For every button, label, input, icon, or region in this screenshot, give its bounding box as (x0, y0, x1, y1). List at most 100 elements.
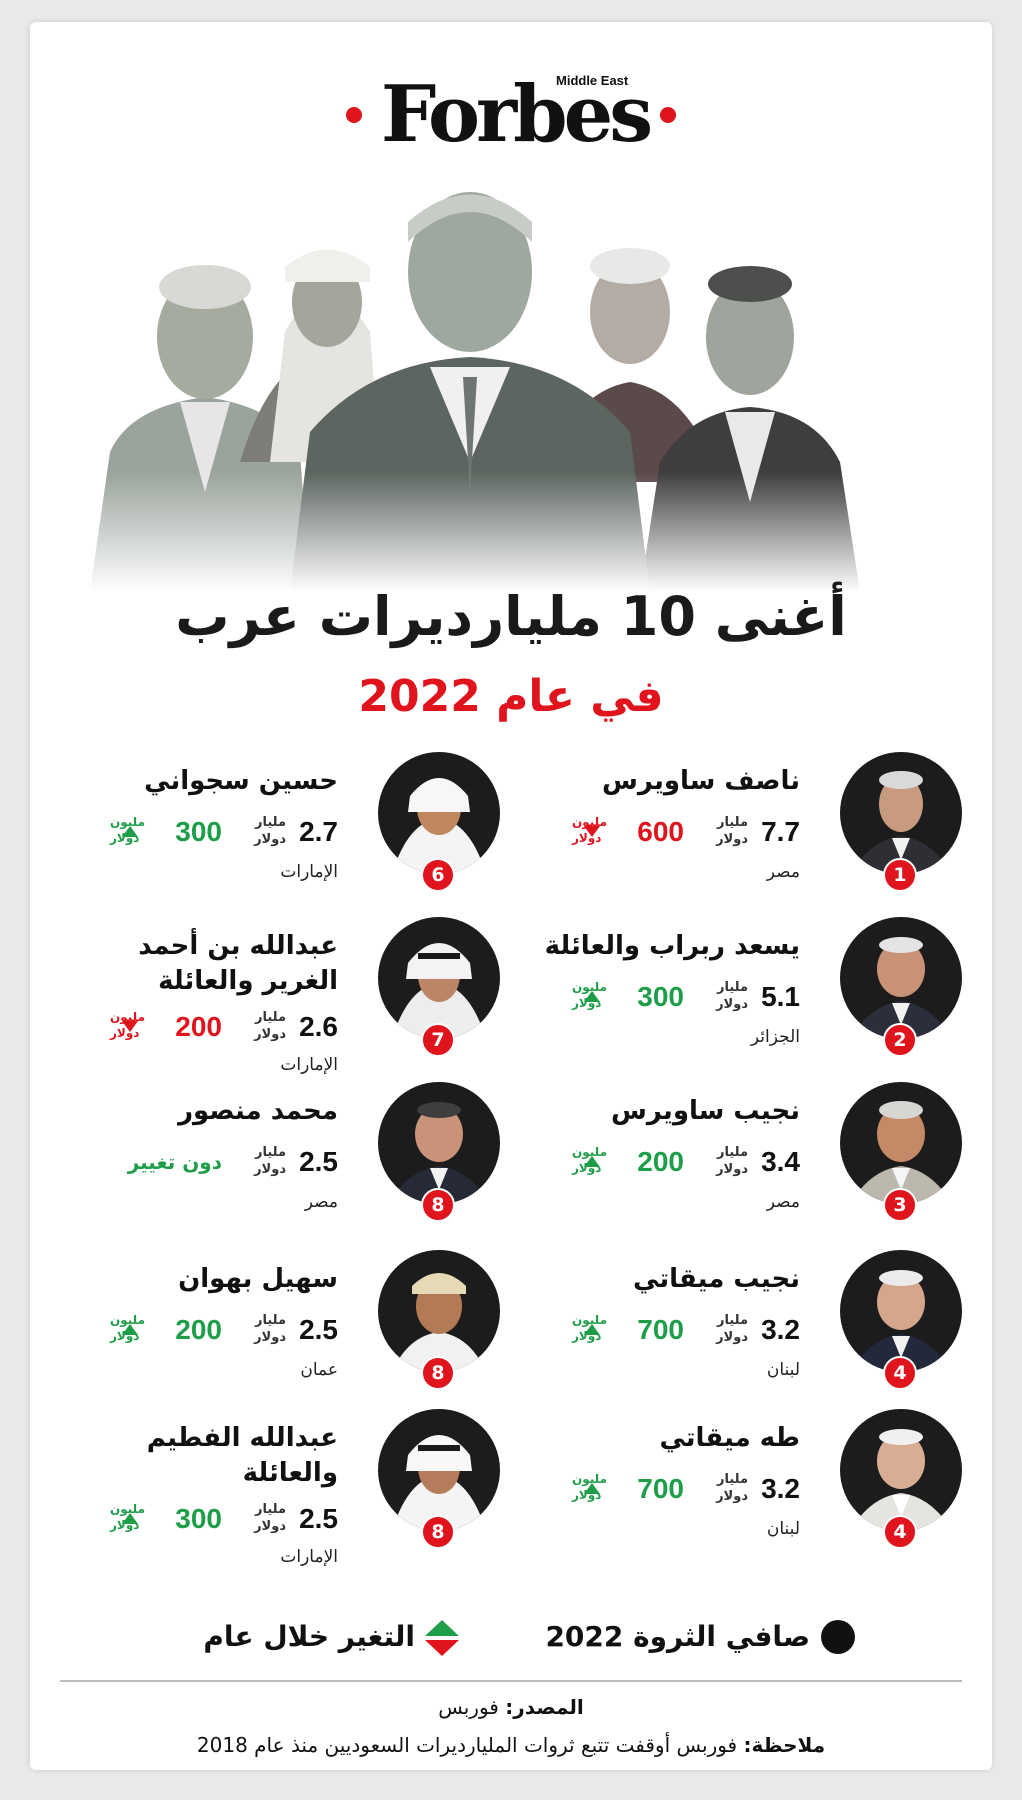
note-line: ملاحظة: فوربس أوقفت تتبع ثروات الملياردي… (196, 1733, 826, 1757)
portrait-photo (378, 1409, 500, 1531)
page-title: أغنى 10 مليارديرات عرب (175, 585, 847, 648)
wealth-stats: 2.7 مليار دولار 300 مليون دولار (30, 810, 338, 854)
change-value: 200 (637, 1146, 684, 1177)
change-value: 700 (637, 1473, 684, 1504)
country-label: مصر (766, 1192, 800, 1212)
million-usd-label: مليون دولار (572, 1472, 607, 1502)
billionaire-name: طه ميقاتي (659, 1423, 800, 1453)
arrow-up-icon (584, 1483, 600, 1494)
wealth-stats: 2.5 مليار دولار دون تغيير (30, 1140, 338, 1184)
billionaire-entry: 1 ناصف ساويرس 7.7 مليار دولار 600 مليون دو… (492, 752, 962, 907)
change-value: 600 (637, 816, 684, 847)
change-value: 300 (637, 981, 684, 1012)
no-change-label: دون تغيير (127, 1150, 222, 1174)
billionaire-name: يسعد ربراب والعائلة (544, 931, 800, 961)
rank-badge: 8 (421, 1188, 455, 1222)
change-value: 200 (175, 1314, 222, 1345)
million-usd-label: مليون دولار (110, 1010, 145, 1040)
portrait-photo (840, 1082, 962, 1204)
portrait-photo (840, 1250, 962, 1372)
rank-badge: 4 (883, 1515, 917, 1549)
billionaire-name: عبدالله الفطيم والعائلة (146, 1423, 338, 1488)
rank-badge: 3 (883, 1188, 917, 1222)
billionaire-name: محمد منصور (178, 1096, 338, 1126)
rank-badge: 8 (421, 1356, 455, 1390)
rank-badge: 2 (883, 1023, 917, 1057)
portrait-photo (378, 1250, 500, 1372)
arrow-up-icon (584, 1324, 600, 1335)
logo-subtitle: Middle East (556, 73, 629, 88)
billionaire-entry: 7 عبدالله بن أحمد الغرير والعائلة 2.6 ملي… (30, 917, 500, 1075)
country-label: الإمارات (280, 1547, 338, 1567)
billion-usd-label: مليار دولار (716, 1313, 748, 1345)
billion-usd-label: مليار دولار (716, 1472, 748, 1504)
billion-usd-label: مليار دولار (716, 980, 748, 1012)
billionaire-entry: 3 نجيب ساويرس 3.4 مليار دولار 200 مليون دو… (492, 1082, 962, 1237)
wealth-stats: 3.2 مليار دولار 700 مليون دولار (490, 1467, 800, 1511)
billionaire-name: نجيب ساويرس (611, 1096, 800, 1126)
arrow-up-icon (122, 826, 138, 837)
arrow-up-icon (122, 1324, 138, 1335)
country-label: الإمارات (280, 1055, 338, 1075)
million-usd-label: مليون دولار (110, 1313, 145, 1343)
billionaire-entry: 8 محمد منصور 2.5 مليار دولار دون تغيير مص… (30, 1082, 500, 1237)
portrait-photo (840, 1409, 962, 1531)
country-label: لبنان (766, 1360, 800, 1380)
arrow-down-icon (122, 1021, 138, 1032)
legend-change: التغير خلال عام (203, 1620, 415, 1653)
red-dot-icon (660, 107, 676, 123)
billion-usd-label: مليار دولار (254, 1145, 286, 1177)
rank-badge: 6 (421, 858, 455, 892)
billionaire-entry: 4 طه ميقاتي 3.2 مليار دولار 700 مليون دولا… (492, 1409, 962, 1564)
portrait-photo (378, 752, 500, 874)
net-worth-value: 2.5 (299, 1314, 338, 1345)
source-line: المصدر: فوربس (438, 1695, 584, 1719)
billionaire-name: حسين سجواني (144, 766, 338, 796)
country-label: الإمارات (280, 862, 338, 882)
wealth-stats: 5.1 مليار دولار 300 مليون دولار (490, 975, 800, 1019)
country-label: عمان (300, 1360, 338, 1380)
billionaire-name: نجيب ميقاتي (633, 1264, 800, 1294)
wealth-stats: 2.6 مليار دولار 200 مليون دولار (30, 1005, 338, 1049)
hero-photo (70, 162, 950, 592)
rank-badge: 1 (883, 858, 917, 892)
million-usd-label: مليون دولار (572, 980, 607, 1010)
billion-usd-label: مليار دولار (716, 815, 748, 847)
billionaire-entry: 4 نجيب ميقاتي 3.2 مليار دولار 700 مليون دو… (492, 1250, 962, 1405)
net-worth-value: 2.7 (299, 816, 338, 847)
million-usd-label: مليون دولار (572, 815, 607, 845)
arrow-up-icon (122, 1513, 138, 1524)
wealth-stats: 7.7 مليار دولار 600 مليون دولار (490, 810, 800, 854)
net-worth-value: 5.1 (761, 981, 800, 1012)
billionaire-name: ناصف ساويرس (602, 766, 800, 796)
billionaire-entry: 8 عبدالله الفطيم والعائلة 2.5 مليار دولار … (30, 1409, 500, 1567)
billionaire-name: عبدالله بن أحمد الغرير والعائلة (138, 931, 338, 996)
wealth-stats: 2.5 مليار دولار 300 مليون دولار (30, 1497, 338, 1541)
million-usd-label: مليون دولار (572, 1145, 607, 1175)
billionaire-entry: 8 سهيل بهوان 2.5 مليار دولار 200 مليون دول… (30, 1250, 500, 1405)
rank-badge: 4 (883, 1356, 917, 1390)
country-label: الجزائر (750, 1027, 800, 1047)
change-value: 300 (175, 1503, 222, 1534)
legend: صافي الثروة 2022 التغير خلال عام (30, 1610, 992, 1660)
billionaire-name: سهيل بهوان (178, 1264, 338, 1294)
change-value: 300 (175, 816, 222, 847)
arrow-up-icon (584, 1156, 600, 1167)
net-worth-value: 2.6 (299, 1011, 338, 1042)
net-worth-value: 2.5 (299, 1503, 338, 1534)
infographic-card: Forbes Middle East (30, 22, 992, 1770)
black-dot-icon (821, 1620, 855, 1654)
net-worth-value: 3.2 (761, 1314, 800, 1345)
page-subtitle: في عام 2022 (358, 671, 664, 722)
portrait-photo (840, 752, 962, 874)
arrow-down-icon (584, 826, 600, 837)
portrait-photo (378, 917, 500, 1039)
billion-usd-label: مليار دولار (254, 815, 286, 847)
masthead: Forbes Middle East (30, 70, 992, 160)
change-value: 200 (175, 1011, 222, 1042)
billionaire-entry: 2 يسعد ربراب والعائلة 5.1 مليار دولار 300… (492, 917, 962, 1072)
billion-usd-label: مليار دولار (716, 1145, 748, 1177)
net-worth-value: 2.5 (299, 1146, 338, 1177)
legend-net-worth: صافي الثروة 2022 (545, 1620, 810, 1653)
divider (60, 1680, 962, 1682)
